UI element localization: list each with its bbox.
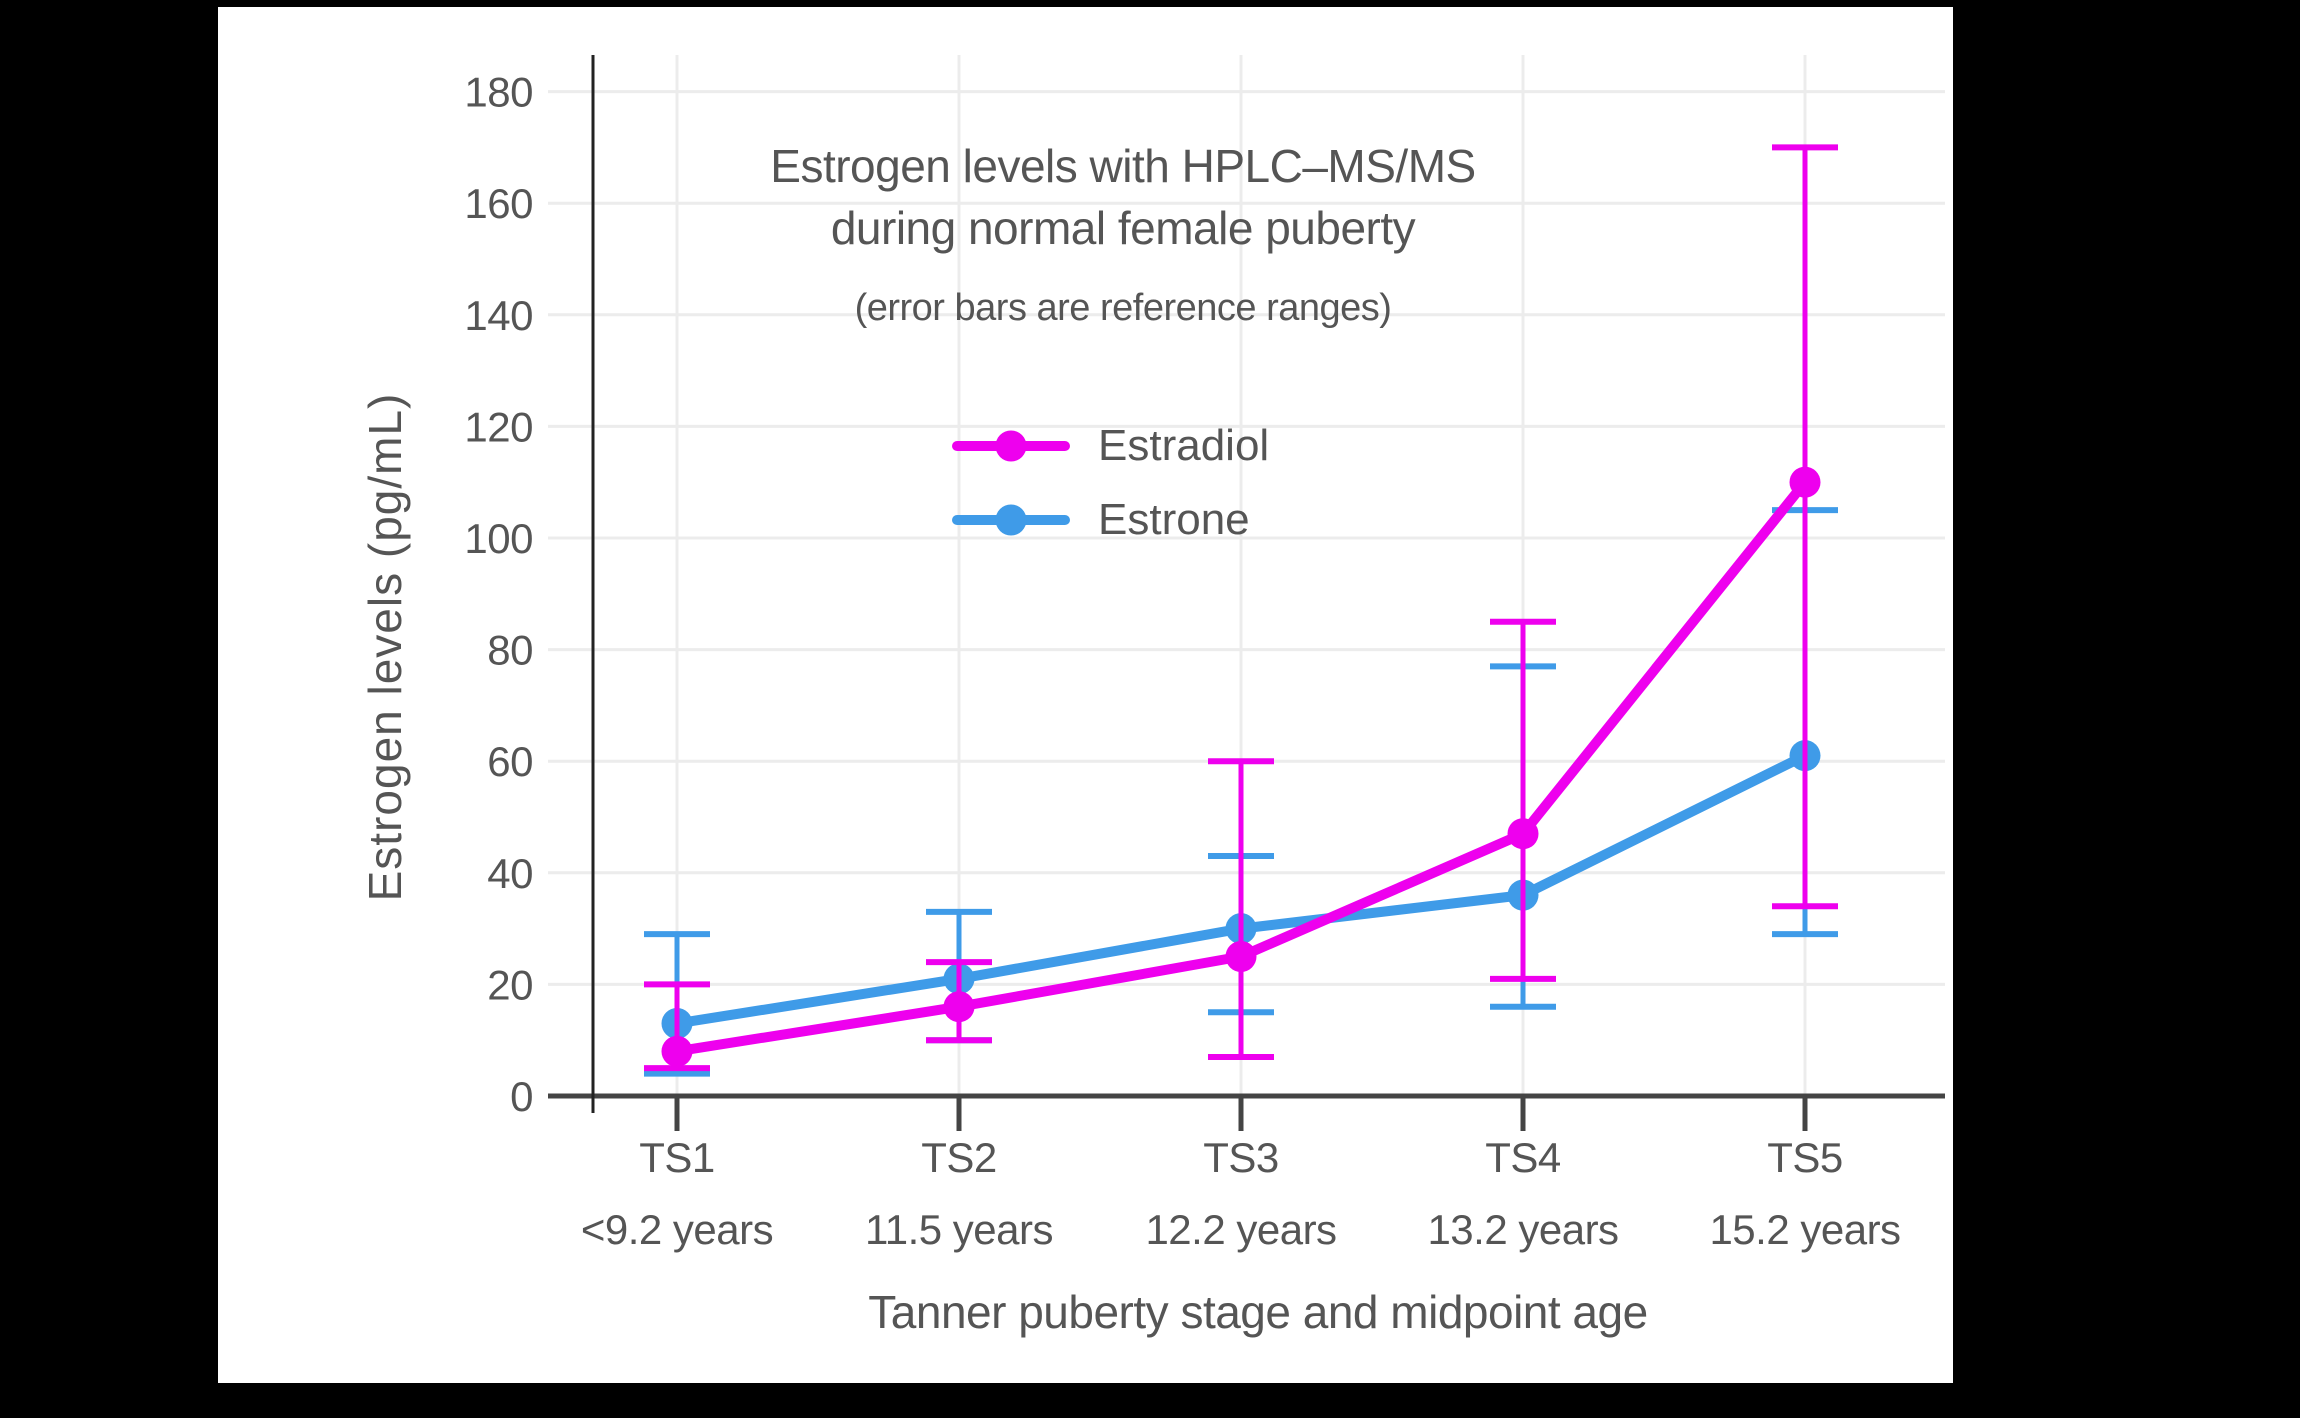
data-point-estradiol-TS1 xyxy=(661,1035,693,1067)
x-tick-label-TS2: TS2 xyxy=(921,1134,997,1181)
y-tick-label-180: 180 xyxy=(464,69,533,116)
legend-label-estradiol: Estradiol xyxy=(1098,421,1270,470)
chart-title-line1: Estrogen levels with HPLC–MS/MS xyxy=(770,140,1476,192)
y-tick-label-0: 0 xyxy=(510,1073,533,1120)
legend-marker-estrone xyxy=(995,504,1027,536)
plot-area: 0 20 40 60 80 100 120 140 160 180 TS1 <9.2 years TS2… xyxy=(464,55,1945,1253)
x-sublabel-TS5: 15.2 years xyxy=(1709,1206,1900,1253)
data-point-estradiol-TS5 xyxy=(1789,466,1821,498)
x-tick-label-TS5: TS5 xyxy=(1767,1134,1843,1181)
chart-subtitle: (error bars are reference ranges) xyxy=(854,287,1392,329)
legend: Estradiol Estrone xyxy=(952,415,1269,563)
y-tick-label-60: 60 xyxy=(487,738,533,785)
data-point-estradiol-TS3 xyxy=(1225,941,1257,972)
x-tick-label-TS1: TS1 xyxy=(639,1134,715,1181)
x-tick-label-TS4: TS4 xyxy=(1485,1134,1561,1181)
legend-marker-estradiol xyxy=(995,430,1027,462)
y-tick-label-140: 140 xyxy=(464,292,533,339)
data-point-estradiol-TS4 xyxy=(1507,818,1539,850)
y-axis-title: Estrogen levels (pg/mL) xyxy=(359,392,411,902)
legend-item-estrone: Estrone xyxy=(952,489,1269,551)
legend-swatch-estradiol xyxy=(952,430,1070,462)
figure-canvas: 0 20 40 60 80 100 120 140 160 180 TS1 <9.2 years TS2… xyxy=(218,7,1953,1383)
y-tick-label-160: 160 xyxy=(464,180,533,227)
x-sublabel-TS1: <9.2 years xyxy=(581,1206,773,1253)
legend-label-estrone: Estrone xyxy=(1098,495,1250,544)
x-sublabel-TS2: 11.5 years xyxy=(865,1206,1053,1253)
x-axis-title: Tanner puberty stage and midpoint age xyxy=(868,1286,1648,1338)
data-point-estradiol-TS2 xyxy=(943,991,975,1023)
y-tick-label-80: 80 xyxy=(487,627,533,674)
x-sublabel-TS3: 12.2 years xyxy=(1145,1206,1336,1253)
chart-title-line2: during normal female puberty xyxy=(830,202,1416,254)
legend-swatch-estrone xyxy=(952,504,1070,536)
x-sublabel-TS4: 13.2 years xyxy=(1427,1206,1618,1253)
y-tick-label-120: 120 xyxy=(464,403,533,450)
x-tick-label-TS3: TS3 xyxy=(1203,1134,1279,1181)
chart-title: Estrogen levels with HPLC–MS/MS during n… xyxy=(593,135,1653,259)
y-tick-label-20: 20 xyxy=(487,961,533,1008)
legend-item-estradiol: Estradiol xyxy=(952,415,1269,477)
y-tick-label-100: 100 xyxy=(464,515,533,562)
y-tick-label-40: 40 xyxy=(487,850,533,897)
